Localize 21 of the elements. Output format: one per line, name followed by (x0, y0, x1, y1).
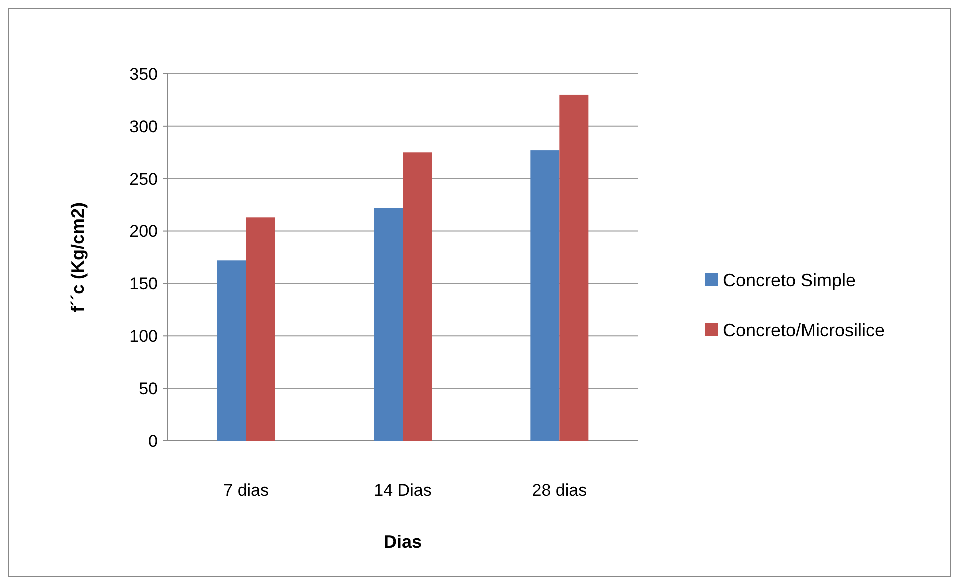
legend-label: Concreto/Microsilice (723, 320, 886, 340)
bar (374, 208, 403, 441)
bar (246, 218, 276, 441)
x-tick-label: 28 dias (532, 481, 588, 500)
x-axis-title: Dias (384, 532, 422, 552)
x-tick-label: 7 dias (224, 481, 270, 500)
bar (530, 150, 560, 441)
bar (403, 152, 432, 441)
bar (560, 94, 589, 441)
x-tick-label: 14 Dias (374, 481, 432, 500)
y-tick-label: 0 (148, 432, 158, 451)
bar (217, 260, 246, 441)
y-tick-label: 100 (130, 327, 158, 346)
y-axis-title: f´´c (Kg/cm2) (68, 202, 88, 313)
y-tick-label: 50 (139, 380, 158, 399)
y-tick-label: 250 (130, 170, 158, 189)
y-tick-label: 300 (130, 117, 158, 136)
y-tick-label: 350 (130, 64, 158, 84)
y-tick-label: 150 (130, 274, 158, 294)
legend-label: Concreto Simple (723, 270, 856, 290)
y-tick-label: 200 (130, 222, 158, 242)
